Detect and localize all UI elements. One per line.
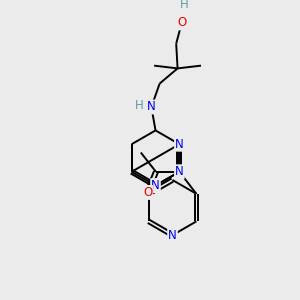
Text: N: N: [151, 179, 160, 192]
Text: N: N: [168, 229, 177, 242]
Text: N: N: [175, 165, 184, 178]
Text: N: N: [147, 100, 156, 113]
Text: H: H: [135, 99, 143, 112]
Text: N: N: [175, 138, 184, 151]
Text: H: H: [180, 0, 189, 11]
Text: O: O: [177, 16, 186, 29]
Text: O: O: [143, 186, 152, 199]
